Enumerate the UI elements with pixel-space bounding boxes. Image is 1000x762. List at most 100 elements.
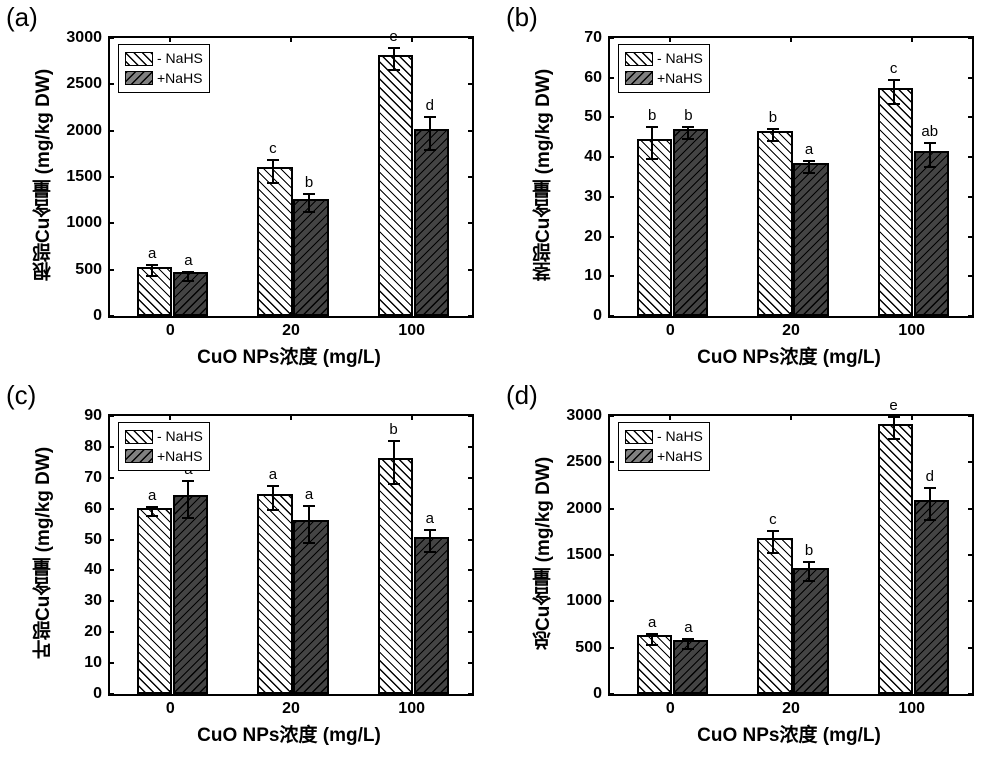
bar [293,520,328,694]
bar [173,495,208,694]
stat-letter: b [769,109,777,126]
legend-swatch [625,430,653,444]
panel-label-c: (c) [6,380,36,411]
x-tick-label: 0 [666,694,675,718]
legend-label: +NaHS [157,447,203,467]
stat-letter: ab [921,123,938,140]
plot-area-c: 0102030405060708090020100aabaaa- NaHS+Na… [108,414,474,696]
y-tick-label: 1000 [552,592,610,610]
legend-swatch [625,449,653,463]
legend-swatch [125,71,153,85]
y-axis-title: 总Cu含量 (mg/kg DW) [530,414,557,692]
bar [257,494,292,694]
panel-label-b: (b) [506,2,538,33]
stat-letter: a [426,510,434,527]
legend-swatch [125,430,153,444]
legend-swatch [125,449,153,463]
stat-letter: b [648,107,656,124]
y-axis-title: 根部Cu含量 (mg/kg DW) [30,36,57,314]
stat-letter: c [769,511,777,528]
stat-letter: a [269,466,277,483]
x-axis-title: CuO NPs浓度 (mg/L) [108,342,470,369]
stat-letter: a [805,141,813,158]
bar [137,508,172,694]
stat-letter: b [805,542,813,559]
y-tick-label: 2500 [52,75,110,93]
legend: - NaHS+NaHS [118,422,210,471]
x-tick-label: 20 [282,316,300,340]
x-tick-label: 100 [898,694,925,718]
bar [137,267,172,316]
legend-label: - NaHS [157,49,203,69]
y-tick-label: 2000 [552,500,610,518]
stat-letter: a [305,486,313,503]
x-tick-label: 0 [166,316,175,340]
y-tick-label: 20 [52,623,110,641]
legend-label: +NaHS [157,69,203,89]
y-tick-label: 1500 [52,168,110,186]
stat-letter: a [148,487,156,504]
y-axis-title: 茎部Cu含量 (mg/kg DW) [530,36,557,314]
stat-letter: d [926,468,934,485]
y-tick-label: 50 [52,531,110,549]
bar [757,538,792,694]
legend: - NaHS+NaHS [618,422,710,471]
legend: - NaHS+NaHS [618,44,710,93]
legend-swatch [125,52,153,66]
y-tick-label: 90 [52,407,110,425]
y-tick-label: 0 [52,685,110,703]
bar [637,139,672,316]
bar [257,167,292,316]
panel-label-a: (a) [6,2,38,33]
y-tick-label: 30 [52,592,110,610]
stat-letter: b [305,174,313,191]
bar [914,151,949,316]
bar [293,199,328,316]
bar [793,163,828,316]
plot-area-b: 010203040506070020100bbcbaab- NaHS+NaHS [608,36,974,318]
legend-label: - NaHS [157,427,203,447]
x-tick-label: 100 [898,316,925,340]
y-tick-label: 500 [552,639,610,657]
y-tick-label: 0 [552,307,610,325]
stat-letter: c [269,140,277,157]
y-tick-label: 0 [552,685,610,703]
y-tick-label: 500 [52,261,110,279]
y-tick-label: 30 [552,188,610,206]
y-tick-label: 40 [552,148,610,166]
y-tick-label: 60 [52,500,110,518]
stat-letter: e [889,397,897,414]
y-tick-label: 0 [52,307,110,325]
x-tick-label: 0 [666,316,675,340]
legend-label: - NaHS [657,49,703,69]
bar [414,537,449,694]
legend: - NaHS+NaHS [118,44,210,93]
y-tick-label: 2500 [552,453,610,471]
legend-swatch [625,52,653,66]
panel-label-d: (d) [506,380,538,411]
y-tick-label: 1000 [52,214,110,232]
y-tick-label: 3000 [552,407,610,425]
x-tick-label: 20 [282,694,300,718]
stat-letter: b [389,421,397,438]
stat-letter: a [148,245,156,262]
plot-area-d: 050010001500200025003000020100aceabd- Na… [608,414,974,696]
stat-letter: a [184,252,192,269]
stat-letter: d [426,97,434,114]
stat-letter: c [890,60,898,77]
stat-letter: b [684,107,692,124]
x-tick-label: 100 [398,694,425,718]
x-tick-label: 20 [782,316,800,340]
bar [878,88,913,316]
y-tick-label: 50 [552,108,610,126]
x-tick-label: 0 [166,694,175,718]
y-tick-label: 10 [52,654,110,672]
y-axis-title: 叶部Cu含量 (mg/kg DW) [30,414,57,692]
figure-grid: (a)050010001500200025003000020100aceabd-… [0,0,1000,762]
bar [757,131,792,316]
y-tick-label: 3000 [52,29,110,47]
bar [173,272,208,316]
y-tick-label: 70 [52,469,110,487]
x-tick-label: 100 [398,316,425,340]
bar [673,129,708,316]
